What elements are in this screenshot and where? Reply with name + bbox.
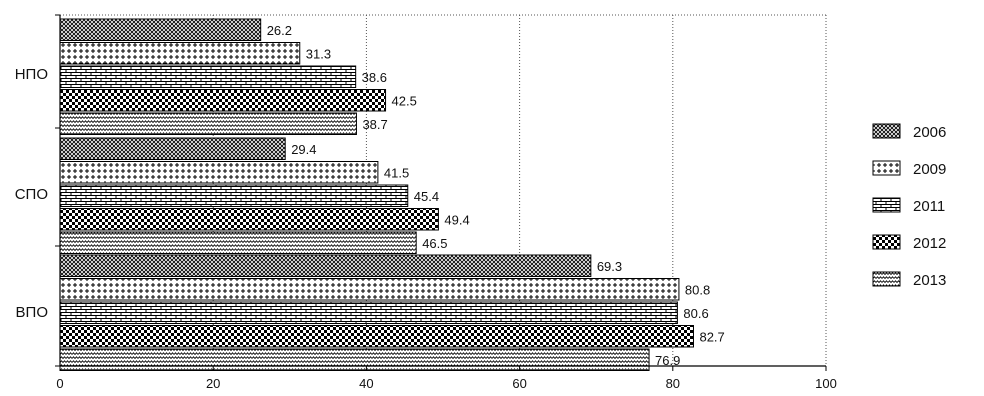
bar-СПО-2011 <box>59 184 409 207</box>
bar-НПО-2012 <box>59 89 387 112</box>
data-label-СПО-2013: 46.5 <box>422 236 447 251</box>
legend-label-2009: 2009 <box>913 161 946 178</box>
data-label-СПО-2011: 45.4 <box>414 189 439 204</box>
bar-ВПО-2009 <box>59 278 680 301</box>
data-label-НПО-2011: 38.6 <box>362 70 387 85</box>
bar-НПО-2013 <box>59 112 357 135</box>
category-label-0: НПО <box>15 66 48 83</box>
data-labels: 26.2 31.3 38.6 42.5 38.7 29.4 41.5 45.4 49.4 46.5… <box>267 23 725 368</box>
legend-swatch-2009 <box>872 160 901 176</box>
x-tick-label-60: 60 <box>512 376 526 391</box>
legend-swatch-2011 <box>872 197 901 213</box>
legend-swatch-2013 <box>872 271 901 287</box>
data-label-НПО-2006: 26.2 <box>267 23 292 38</box>
data-label-НПО-2009: 31.3 <box>306 46 331 61</box>
legend-label-2012: 2012 <box>913 235 946 252</box>
data-label-ВПО-2013: 76.9 <box>655 353 680 368</box>
data-label-ВПО-2009: 80.8 <box>685 282 710 297</box>
data-label-ВПО-2012: 82.7 <box>699 329 724 344</box>
bar-ВПО-2011 <box>59 301 678 324</box>
bar-ВПО-2013 <box>59 348 650 371</box>
category-label-1: СПО <box>15 186 48 203</box>
legend-label-2013: 2013 <box>913 272 946 289</box>
bar-СПО-2009 <box>59 161 379 184</box>
bar-НПО-2006 <box>59 18 262 41</box>
bar-НПО-2011 <box>59 65 357 88</box>
data-label-СПО-2009: 41.5 <box>384 165 409 180</box>
legend-label-2006: 2006 <box>913 124 946 141</box>
data-label-НПО-2012: 42.5 <box>392 93 417 108</box>
data-label-ВПО-2006: 69.3 <box>597 259 622 274</box>
legend-label-2011: 2011 <box>913 198 945 215</box>
x-tick-label-0: 0 <box>56 376 63 391</box>
legend: 2006 2009 2011 2012 2013 <box>872 123 946 289</box>
category-label-2: ВПО <box>16 304 48 321</box>
legend-swatch-2006 <box>872 123 901 139</box>
bar-НПО-2009 <box>59 42 301 65</box>
legend-swatch-2012 <box>872 234 901 250</box>
x-tick-label-20: 20 <box>206 376 220 391</box>
bar-ВПО-2012 <box>59 325 694 348</box>
data-label-СПО-2012: 49.4 <box>444 212 469 227</box>
x-tick-label-40: 40 <box>359 376 373 391</box>
axes: 0 20 40 60 80 100 НПО СПО ВПО <box>15 14 837 391</box>
x-tick-label-100: 100 <box>815 376 837 391</box>
bar-СПО-2013 <box>59 231 417 254</box>
bar-ВПО-2006 <box>59 254 592 277</box>
bar-СПО-2012 <box>59 208 439 231</box>
data-label-НПО-2013: 38.7 <box>362 117 387 132</box>
data-label-СПО-2006: 29.4 <box>291 142 316 157</box>
bar-СПО-2006 <box>59 137 286 160</box>
data-label-ВПО-2011: 80.6 <box>683 306 708 321</box>
x-tick-label-80: 80 <box>666 376 680 391</box>
